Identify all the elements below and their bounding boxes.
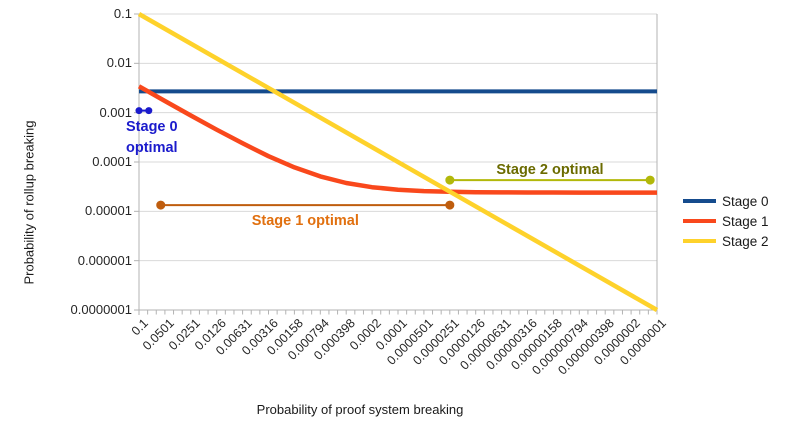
annotation-line-1: Stage 0: [126, 118, 178, 135]
legend-label: Stage 0: [722, 193, 769, 209]
annotation-line-2: optimal: [126, 139, 178, 156]
y-tick-label: 0.0000001: [70, 302, 132, 317]
legend-label: Stage 1: [722, 213, 769, 229]
y-tick-label: 0.000001: [77, 252, 132, 268]
y-tick-label: 0.001: [99, 104, 132, 120]
legend-entry-stage-0: Stage 0: [683, 191, 769, 211]
legend-swatch-stage-0: [683, 199, 716, 203]
annotation-range-stage-2-optimal: [445, 175, 655, 185]
annotation-range-stage-1-optimal: [156, 200, 455, 210]
series-line-stage-2: [137, 12, 659, 312]
y-axis-title: Probability of rollup breaking: [21, 120, 37, 285]
axes: [134, 13, 658, 315]
annotation-stage-0-optimal: Stage 0 optimal: [107, 117, 197, 159]
gridlines: [139, 13, 657, 262]
annotation-ranges: [135, 107, 655, 210]
legend: Stage 0 Stage 1 Stage 2: [683, 191, 769, 251]
annotation-range-stage-0-optimal: [135, 107, 153, 115]
y-tick-label: 0.0001: [92, 154, 132, 169]
legend-swatch-stage-1: [683, 219, 716, 223]
legend-label: Stage 2: [722, 233, 769, 249]
y-tick-label: 0.1: [113, 6, 132, 21]
x-axis-title: Probability of proof system breaking: [256, 402, 464, 417]
annotation-stage-1-optimal: Stage 1 optimal: [251, 213, 359, 230]
series-lines: [137, 12, 659, 312]
legend-entry-stage-2: Stage 2: [683, 231, 769, 251]
annotation-stage-2-optimal: Stage 2 optimal: [496, 162, 604, 179]
legend-swatch-stage-2: [683, 239, 716, 243]
y-tick-label: 0.00001: [85, 203, 132, 219]
series-line-stage-1: [137, 84, 657, 195]
y-tick-label: 0.01: [106, 55, 132, 71]
legend-entry-stage-1: Stage 1: [683, 211, 769, 231]
